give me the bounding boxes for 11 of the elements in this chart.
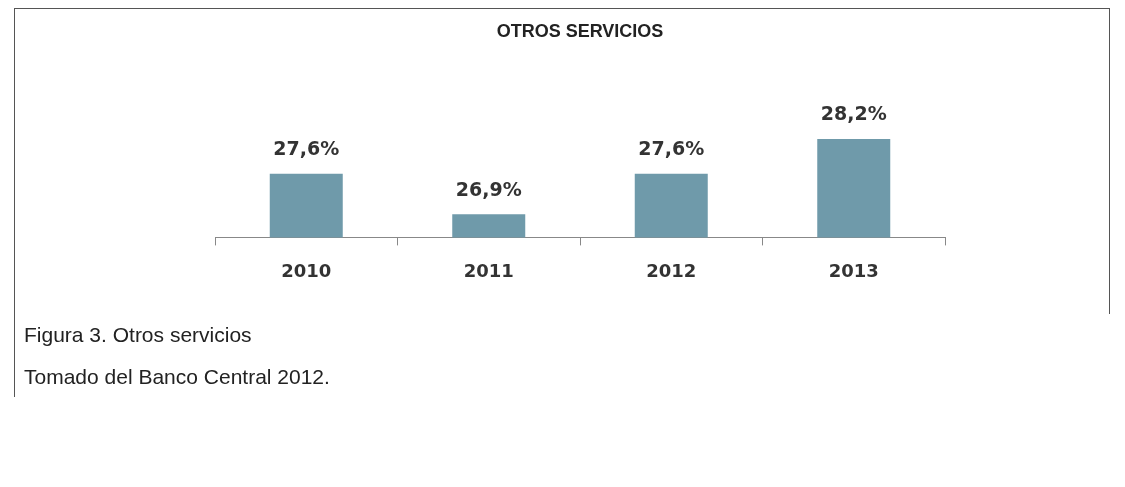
annotation: Tomado del Banco Central 2012. [23, 364, 331, 390]
annotation: Figura 3. Otros servicios [23, 322, 253, 348]
x-tick-label: 2012 [646, 259, 697, 281]
data-label: 26,9% [455, 177, 522, 200]
data-label: 27,6% [638, 137, 705, 160]
x-tick-label: 2010 [281, 259, 332, 281]
x-tick-label: 2013 [828, 259, 879, 281]
chart-title: OTROS SERVICIOS [496, 20, 664, 41]
data-label: 28,2% [820, 102, 887, 125]
data-label: 27,6% [273, 137, 340, 160]
x-tick-label: 2011 [463, 259, 514, 281]
